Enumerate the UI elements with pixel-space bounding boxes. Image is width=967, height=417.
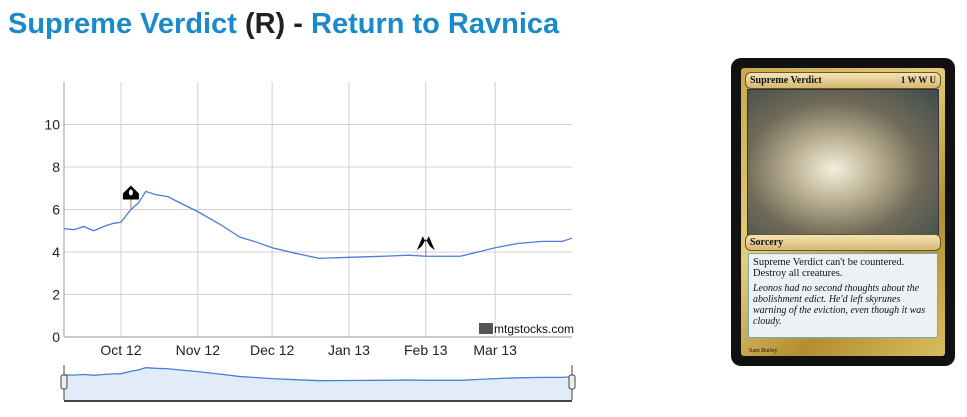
card-text-box: Supreme Verdict can't be countered. Dest… [748, 253, 938, 338]
rules-text-2: Destroy all creatures. [753, 268, 843, 279]
x-tick-label: Oct 12 [100, 342, 141, 358]
card-title-bar: Supreme Verdict 1 W W U [745, 72, 941, 89]
y-tick-label: 4 [52, 244, 60, 260]
card-image: Supreme Verdict 1 W W U Sorcery Supreme V… [731, 58, 955, 366]
rarity: (R) [244, 8, 286, 40]
price-chart: 0 2 4 6 8 10 Oct 12 Nov 12 Dec 12 Jan 13 Feb 13 Mar… [44, 82, 576, 402]
card-name-link[interactable]: Supreme Verdict [8, 8, 237, 40]
rules-text: Supreme Verdict can't be countered. [753, 257, 905, 268]
mana-cost: 1 W W U [900, 75, 936, 85]
gatecrash-set-icon [416, 236, 435, 251]
x-tick-label: Dec 12 [250, 342, 295, 358]
page-title: Supreme Verdict (R) - Return to Ravnica [8, 8, 559, 41]
mtgstocks-logo-icon [479, 323, 493, 334]
y-tick-label: 2 [52, 287, 60, 303]
x-tick-label: Jan 13 [328, 342, 370, 358]
watermark: mtgstocks.com [494, 322, 574, 336]
artist-credit: Sam Burley [749, 348, 778, 354]
y-tick-label: 10 [44, 117, 60, 133]
x-tick-label: Nov 12 [176, 342, 221, 358]
return-to-ravnica-set-icon [122, 185, 139, 200]
y-tick-label: 6 [52, 202, 60, 218]
y-tick-label: 8 [52, 159, 60, 175]
navigator-area [64, 367, 572, 400]
navigator-line [63, 367, 573, 382]
card-art [747, 89, 939, 235]
navigator-handle[interactable] [60, 374, 68, 390]
price-line [63, 190, 573, 260]
card-type-bar: Sorcery [745, 234, 941, 251]
card-name: Supreme Verdict [750, 75, 822, 86]
x-tick-label: Mar 13 [473, 342, 517, 358]
card-type: Sorcery [750, 237, 784, 248]
separator: - [293, 8, 303, 40]
set-name-link[interactable]: Return to Ravnica [311, 8, 560, 40]
x-tick-label: Feb 13 [404, 342, 448, 358]
flavor-text: Leonos had no second thoughts about the … [753, 283, 926, 327]
navigator-handle[interactable] [568, 374, 576, 390]
y-tick-label: 0 [52, 329, 60, 345]
